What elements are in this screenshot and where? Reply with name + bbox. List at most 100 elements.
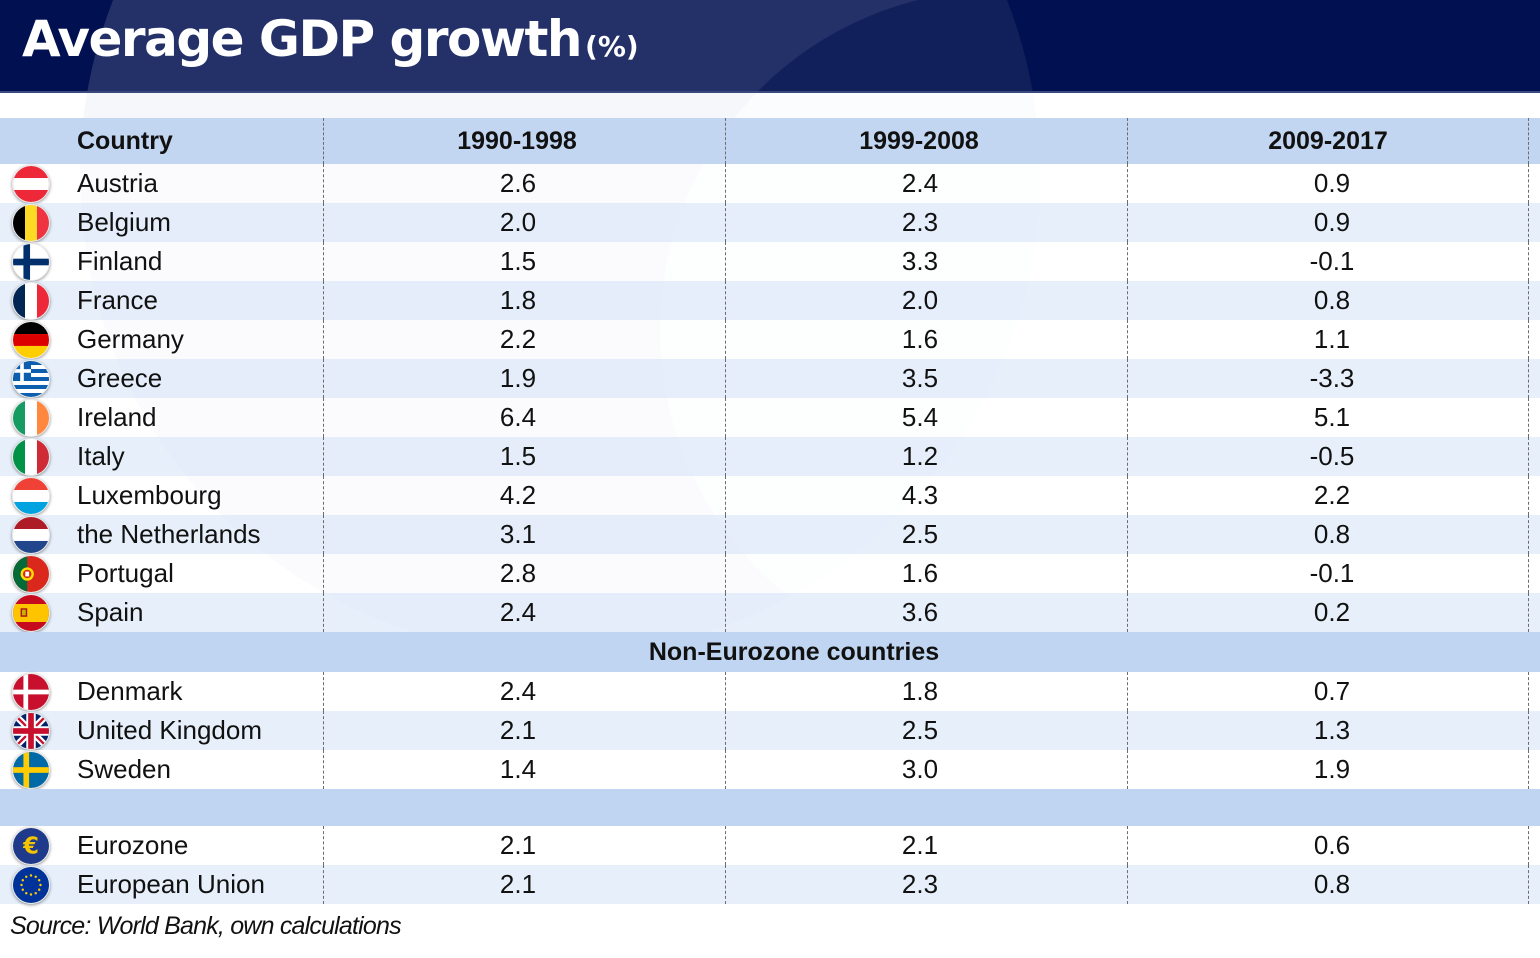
value-cell-2009-2017: 0.9 <box>1313 168 1351 198</box>
column-divider <box>725 593 726 632</box>
table-row: Austria 2.6 2.4 0.9 <box>0 164 1540 203</box>
value-cell-1999-2008: 2.3 <box>901 869 939 899</box>
table-row: Italy 1.5 1.2 -0.5 <box>0 437 1540 476</box>
column-divider <box>725 476 726 515</box>
country-name: Denmark <box>77 676 183 706</box>
column-divider <box>1528 865 1529 904</box>
column-divider <box>1528 118 1529 164</box>
column-divider <box>725 750 726 789</box>
value-cell-1999-2008: 3.5 <box>901 363 939 393</box>
table-body: Austria 2.6 2.4 0.9 Belgium 2.0 2.3 0.9 Finland 1… <box>0 164 1540 904</box>
country-name: Portugal <box>77 558 174 588</box>
value-cell-1999-2008: 1.2 <box>901 441 939 471</box>
column-divider <box>725 711 726 750</box>
value-cell-1990-1998: 1.5 <box>499 246 537 276</box>
value-cell-2009-2017: 0.8 <box>1313 519 1351 549</box>
column-divider <box>725 242 726 281</box>
column-divider <box>323 865 324 904</box>
column-divider <box>323 281 324 320</box>
value-cell-2009-2017: -3.3 <box>1309 363 1355 393</box>
country-name: Belgium <box>77 207 171 237</box>
value-cell-1999-2008: 2.5 <box>901 519 939 549</box>
column-divider <box>323 750 324 789</box>
italy-flag-icon <box>12 437 50 476</box>
value-cell-1999-2008: 2.4 <box>901 168 939 198</box>
country-name: Greece <box>77 363 163 393</box>
column-divider <box>725 118 726 164</box>
column-divider <box>1127 320 1128 359</box>
title-unit: (%) <box>585 30 639 63</box>
value-cell-1990-1998: 1.5 <box>499 441 537 471</box>
table-row: Germany 2.2 1.6 1.1 <box>0 320 1540 359</box>
table-row: Sweden 1.4 3.0 1.9 <box>0 750 1540 789</box>
column-divider <box>725 398 726 437</box>
value-cell-1999-2008: 3.3 <box>901 246 939 276</box>
portugal-flag-icon <box>12 554 50 593</box>
column-divider <box>1528 398 1529 437</box>
column-divider <box>725 515 726 554</box>
euro-sign-icon: € <box>12 826 50 865</box>
column-divider <box>323 118 324 164</box>
column-divider <box>725 554 726 593</box>
column-header-1999-2008: 1999-2008 <box>859 126 979 155</box>
greece-flag-icon <box>12 359 50 398</box>
value-cell-2009-2017: 5.1 <box>1313 402 1351 432</box>
value-cell-2009-2017: 1.3 <box>1313 715 1351 745</box>
country-name: Ireland <box>77 402 157 432</box>
country-name: Italy <box>77 441 125 471</box>
column-divider <box>1528 750 1529 789</box>
column-divider <box>323 711 324 750</box>
country-name: Austria <box>77 168 158 198</box>
table-row: United Kingdom 2.1 2.5 1.3 <box>0 711 1540 750</box>
column-divider <box>1528 554 1529 593</box>
table-row: Ireland 6.4 5.4 5.1 <box>0 398 1540 437</box>
section-header-row: Non-Eurozone countries <box>0 632 1540 672</box>
column-divider <box>1528 203 1529 242</box>
column-divider <box>323 554 324 593</box>
value-cell-1999-2008: 1.8 <box>901 676 939 706</box>
column-divider <box>1127 359 1128 398</box>
table-row: Greece 1.9 3.5 -3.3 <box>0 359 1540 398</box>
column-divider <box>1127 242 1128 281</box>
column-divider <box>725 164 726 203</box>
value-cell-1990-1998: 2.0 <box>499 207 537 237</box>
column-divider <box>1127 750 1128 789</box>
country-name: Sweden <box>77 754 171 784</box>
value-cell-2009-2017: 0.8 <box>1313 285 1351 315</box>
table-row: France 1.8 2.0 0.8 <box>0 281 1540 320</box>
value-cell-1999-2008: 2.3 <box>901 207 939 237</box>
table-row: the Netherlands 3.1 2.5 0.8 <box>0 515 1540 554</box>
value-cell-2009-2017: -0.1 <box>1309 246 1355 276</box>
value-cell-2009-2017: -0.1 <box>1309 558 1355 588</box>
country-name: Spain <box>77 597 144 627</box>
column-divider <box>1127 554 1128 593</box>
value-cell-2009-2017: 2.2 <box>1313 480 1351 510</box>
page-title: Average GDP growth (%) <box>22 10 639 68</box>
column-divider <box>725 281 726 320</box>
denmark-flag-icon <box>12 672 50 711</box>
france-flag-icon <box>12 281 50 320</box>
column-divider <box>725 359 726 398</box>
column-divider <box>1528 242 1529 281</box>
table-row: Denmark 2.4 1.8 0.7 <box>0 672 1540 711</box>
value-cell-1990-1998: 2.4 <box>499 676 537 706</box>
value-cell-1990-1998: 2.2 <box>499 324 537 354</box>
value-cell-1990-1998: 6.4 <box>499 402 537 432</box>
column-divider <box>323 476 324 515</box>
column-divider <box>725 203 726 242</box>
table-row: € Eurozone 2.1 2.1 0.6 <box>0 826 1540 865</box>
table-header-row: Country 1990-1998 1999-2008 2009-2017 <box>0 118 1540 164</box>
country-name: Finland <box>77 246 163 276</box>
svg-text:€: € <box>22 833 39 859</box>
table-row: Finland 1.5 3.3 -0.1 <box>0 242 1540 281</box>
column-divider <box>1528 672 1529 711</box>
column-divider <box>1127 398 1128 437</box>
value-cell-1999-2008: 5.4 <box>901 402 939 432</box>
column-divider <box>1528 359 1529 398</box>
column-divider <box>1127 281 1128 320</box>
column-divider <box>1127 437 1128 476</box>
country-name: United Kingdom <box>77 715 262 745</box>
column-divider <box>323 359 324 398</box>
column-divider <box>323 398 324 437</box>
column-divider <box>1127 203 1128 242</box>
